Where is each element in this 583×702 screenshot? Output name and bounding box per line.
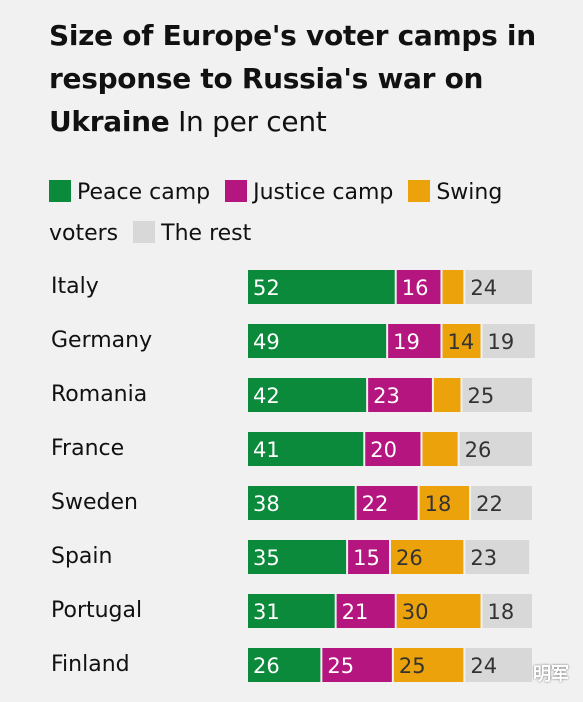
category-label: Romania	[51, 382, 148, 407]
data-label-swing: 30	[402, 600, 429, 624]
data-label-swing: 25	[399, 654, 426, 678]
data-label-justice: 25	[327, 654, 354, 678]
bar-segment-rest	[465, 540, 530, 574]
data-label-rest: 18	[488, 600, 515, 624]
category-label: Sweden	[51, 490, 138, 515]
data-label-rest: 23	[470, 546, 497, 570]
watermark: 明军	[533, 664, 569, 685]
bar-segment-justice	[365, 432, 421, 466]
category-label: Portugal	[51, 598, 143, 623]
data-label-peace: 49	[253, 330, 280, 354]
data-label-rest: 24	[470, 654, 497, 678]
legend-item-peace: Peace camp	[49, 180, 210, 205]
bar-segment-rest	[465, 270, 532, 304]
legend-swatch-rest	[133, 221, 156, 243]
bar-segment-justice	[388, 324, 441, 358]
category-label: Germany	[51, 328, 153, 353]
data-label-peace: 41	[253, 438, 280, 462]
legend-label-rest: The rest	[161, 221, 252, 246]
data-label-swing: 18	[425, 492, 452, 516]
chart-legend: Peace camp Justice camp Swing voters The…	[49, 172, 549, 254]
bar-segment-peace	[248, 378, 367, 412]
legend-item-swing: Swing voters	[49, 180, 502, 246]
chart-title: Size of Europe's voter camps in response…	[49, 14, 569, 143]
bar-segment-peace	[248, 594, 335, 628]
bar-segment-justice	[396, 270, 441, 304]
legend-label-peace: Peace camp	[77, 180, 211, 205]
legend-label-justice: Justice camp	[253, 180, 394, 205]
data-label-peace: 52	[253, 276, 280, 300]
data-label-peace: 38	[253, 492, 280, 516]
data-label-peace: 26	[253, 654, 280, 678]
bar-segment-swing	[433, 378, 461, 412]
chart-title-bold: Size of Europe's voter camps in response…	[49, 19, 536, 138]
bar-segment-rest	[471, 486, 532, 520]
bar-segment-peace	[248, 486, 355, 520]
data-label-justice: 20	[370, 438, 397, 462]
bar-segment-rest	[462, 378, 532, 412]
bar-segment-justice	[356, 486, 418, 520]
bar-segment-justice	[322, 648, 392, 682]
data-label-justice: 22	[362, 492, 389, 516]
category-label: France	[51, 436, 125, 461]
data-label-justice: 19	[393, 330, 420, 354]
data-label-swing: 26	[396, 546, 423, 570]
legend-swatch-justice	[225, 180, 248, 202]
bar-segment-swing	[419, 486, 470, 520]
data-label-justice: 15	[353, 546, 380, 570]
data-label-rest: 25	[468, 384, 495, 408]
bar-segment-swing	[442, 270, 464, 304]
category-label: Italy	[51, 274, 99, 299]
bar-segment-swing	[442, 324, 481, 358]
bar-segment-swing	[396, 594, 481, 628]
bar-segment-peace	[248, 540, 347, 574]
data-label-rest: 22	[476, 492, 503, 516]
bar-segment-peace	[248, 432, 364, 466]
bar-segment-swing	[422, 432, 458, 466]
bar-segment-justice	[368, 378, 432, 412]
legend-swatch-swing	[408, 180, 431, 202]
data-label-rest: 24	[470, 276, 497, 300]
bar-segment-peace	[248, 648, 321, 682]
data-label-justice: 21	[342, 600, 369, 624]
data-label-justice: 16	[402, 276, 429, 300]
legend-item-rest: The rest	[133, 221, 251, 246]
category-label: Spain	[51, 544, 113, 569]
data-label-rest: 19	[488, 330, 515, 354]
legend-item-justice: Justice camp	[225, 180, 393, 205]
bar-segment-rest	[459, 432, 532, 466]
bar-segment-rest	[465, 648, 532, 682]
bar-segment-rest	[482, 594, 532, 628]
legend-swatch-peace	[49, 180, 71, 202]
data-label-peace: 35	[253, 546, 280, 570]
data-label-justice: 23	[373, 384, 400, 408]
bar-segment-peace	[248, 270, 395, 304]
data-label-peace: 42	[253, 384, 280, 408]
category-label: Finland	[51, 652, 130, 677]
bar-segment-justice	[336, 594, 395, 628]
bar-segment-peace	[248, 324, 387, 358]
bar-segment-swing	[393, 648, 464, 682]
chart-subtitle: In per cent	[178, 105, 327, 138]
data-label-peace: 31	[253, 600, 280, 624]
bar-segment-justice	[348, 540, 389, 574]
bar-segment-rest	[482, 324, 535, 358]
bar-segment-swing	[391, 540, 464, 574]
data-label-rest: 26	[465, 438, 492, 462]
data-label-swing: 14	[447, 330, 474, 354]
legend-label-swing: Swing voters	[49, 180, 503, 246]
